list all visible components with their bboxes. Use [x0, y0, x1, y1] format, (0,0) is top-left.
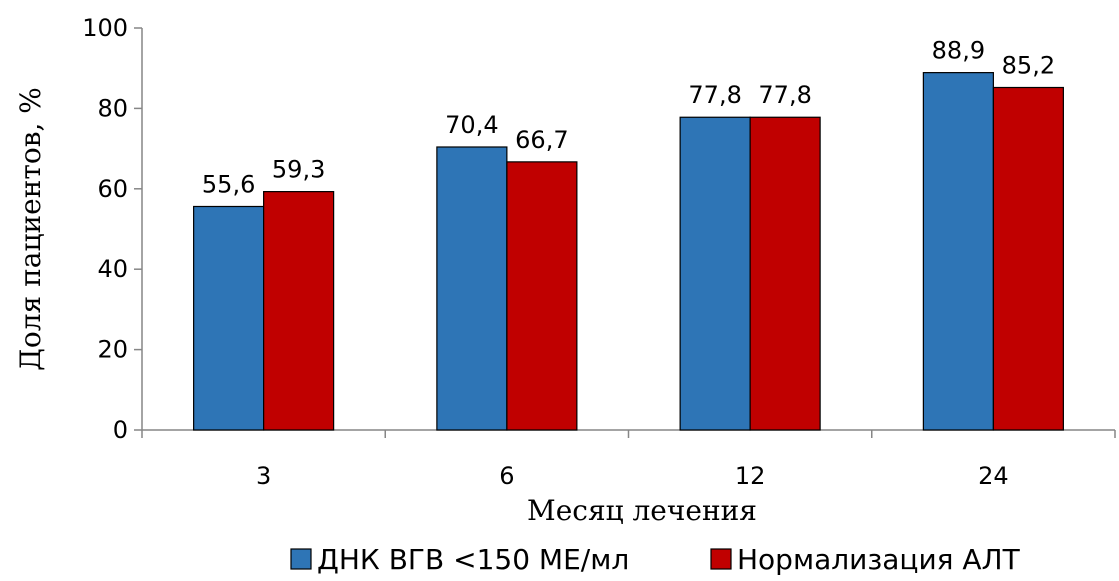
y-tick-label: 100: [82, 14, 128, 42]
data-label: 77,8: [758, 81, 811, 109]
y-tick-label: 80: [97, 94, 128, 122]
data-label: 55,6: [202, 170, 255, 198]
x-tick-label: 12: [735, 462, 766, 490]
y-axis-title: Доля пациентов, %: [14, 87, 47, 371]
x-tick-label: 24: [978, 462, 1009, 490]
bar: [436, 146, 508, 431]
y-tick-label: 20: [97, 336, 128, 364]
data-label: 88,9: [932, 37, 985, 65]
y-tick-label: 40: [97, 255, 128, 283]
bar: [922, 72, 994, 431]
x-tick-label: 3: [256, 462, 271, 490]
legend-label: Нормализация АЛТ: [737, 543, 1021, 576]
data-label: 66,7: [515, 126, 568, 154]
bar: [263, 191, 335, 431]
bar: [193, 205, 265, 431]
x-tick-label: 6: [499, 462, 514, 490]
legend-label: ДНК ВГВ <150 МЕ/мл: [317, 543, 629, 576]
data-labels-group: 55,6 70,4 77,8 88,9 59,3 66,7 77,8 85,2: [202, 37, 1055, 199]
y-axis: 0 20 40 60 80 100: [82, 14, 143, 444]
bar: [992, 86, 1064, 431]
y-tick-label: 60: [97, 175, 128, 203]
bar: [506, 161, 578, 431]
bars-group: [193, 72, 1064, 431]
x-axis: 3 6 12 24: [141, 429, 1116, 490]
x-axis-title: Месяц лечения: [527, 494, 757, 527]
bar: [749, 116, 821, 431]
legend: ДНК ВГВ <150 МЕ/мл Нормализация АЛТ: [290, 543, 1021, 576]
data-label: 85,2: [1002, 51, 1055, 79]
data-label: 77,8: [688, 81, 741, 109]
legend-swatch: [290, 548, 312, 570]
legend-swatch: [710, 548, 732, 570]
bar: [679, 116, 751, 431]
data-label: 70,4: [445, 111, 498, 139]
data-label: 59,3: [272, 156, 325, 184]
y-tick-label: 0: [113, 416, 128, 444]
